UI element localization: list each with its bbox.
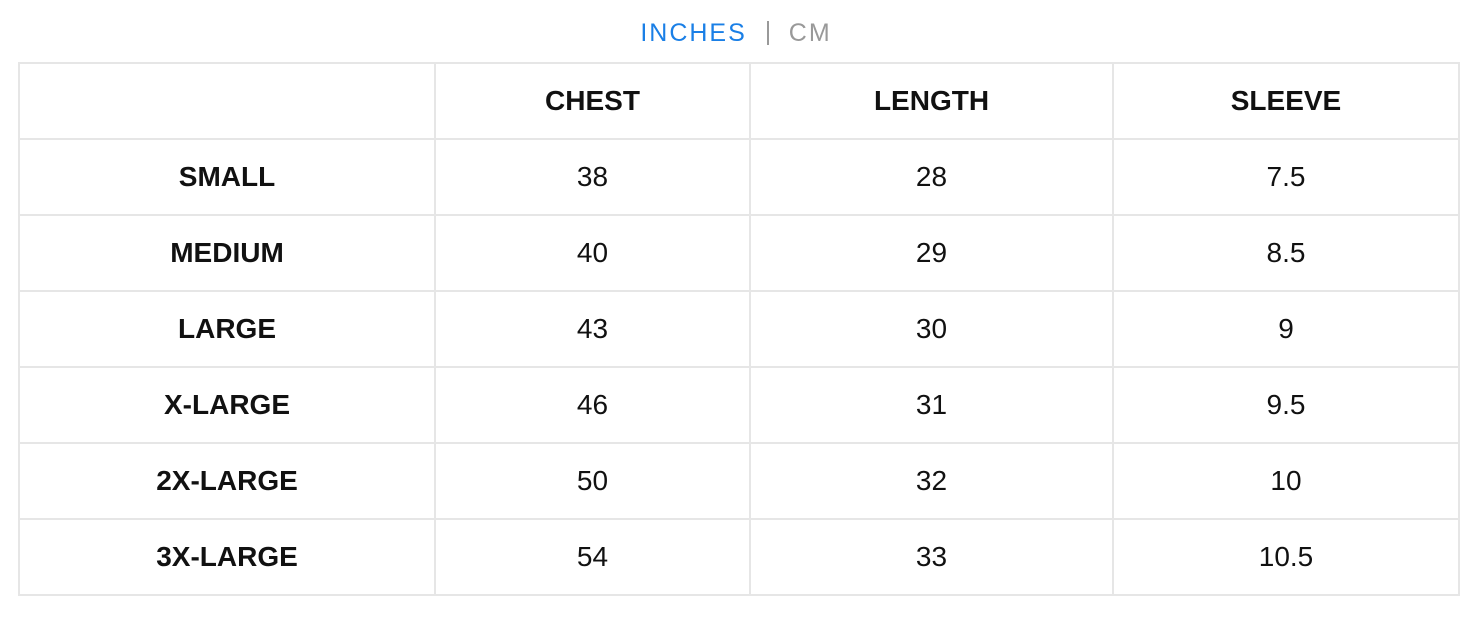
header-sleeve: SLEEVE	[1112, 62, 1460, 140]
sleeve-cell: 10.5	[1112, 518, 1460, 596]
unit-divider	[766, 21, 769, 46]
table-row: LARGE 43 30 9	[18, 290, 1460, 368]
header-row: CHEST LENGTH SLEEVE	[18, 62, 1460, 140]
size-cell: MEDIUM	[18, 214, 436, 292]
sleeve-cell: 10	[1112, 442, 1460, 520]
size-cell: 2X-LARGE	[18, 442, 436, 520]
chest-cell: 43	[434, 290, 751, 368]
size-cell: SMALL	[18, 138, 436, 216]
length-cell: 29	[749, 214, 1114, 292]
sleeve-cell: 8.5	[1112, 214, 1460, 292]
header-empty	[18, 62, 436, 140]
chest-cell: 46	[434, 366, 751, 444]
chest-cell: 54	[434, 518, 751, 596]
unit-toggle: INCHES CM	[0, 18, 1472, 48]
length-cell: 33	[749, 518, 1114, 596]
table-row: 2X-LARGE 50 32 10	[18, 442, 1460, 520]
table-row: X-LARGE 46 31 9.5	[18, 366, 1460, 444]
chest-cell: 50	[434, 442, 751, 520]
length-cell: 28	[749, 138, 1114, 216]
unit-inches-tab[interactable]: INCHES	[640, 18, 747, 47]
unit-cm-tab[interactable]: CM	[788, 18, 832, 47]
header-length: LENGTH	[749, 62, 1114, 140]
sleeve-cell: 7.5	[1112, 138, 1460, 216]
chest-cell: 38	[434, 138, 751, 216]
size-cell: LARGE	[18, 290, 436, 368]
chest-cell: 40	[434, 214, 751, 292]
table-row: SMALL 38 28 7.5	[18, 138, 1460, 216]
table-row: 3X-LARGE 54 33 10.5	[18, 518, 1460, 596]
size-chart-table: CHEST LENGTH SLEEVE SMALL 38 28 7.5 MEDIUM 40…	[18, 62, 1460, 596]
sleeve-cell: 9.5	[1112, 366, 1460, 444]
size-cell: 3X-LARGE	[18, 518, 436, 596]
table-row: MEDIUM 40 29 8.5	[18, 214, 1460, 292]
sleeve-cell: 9	[1112, 290, 1460, 368]
length-cell: 32	[749, 442, 1114, 520]
size-cell: X-LARGE	[18, 366, 436, 444]
length-cell: 30	[749, 290, 1114, 368]
length-cell: 31	[749, 366, 1114, 444]
header-chest: CHEST	[434, 62, 751, 140]
